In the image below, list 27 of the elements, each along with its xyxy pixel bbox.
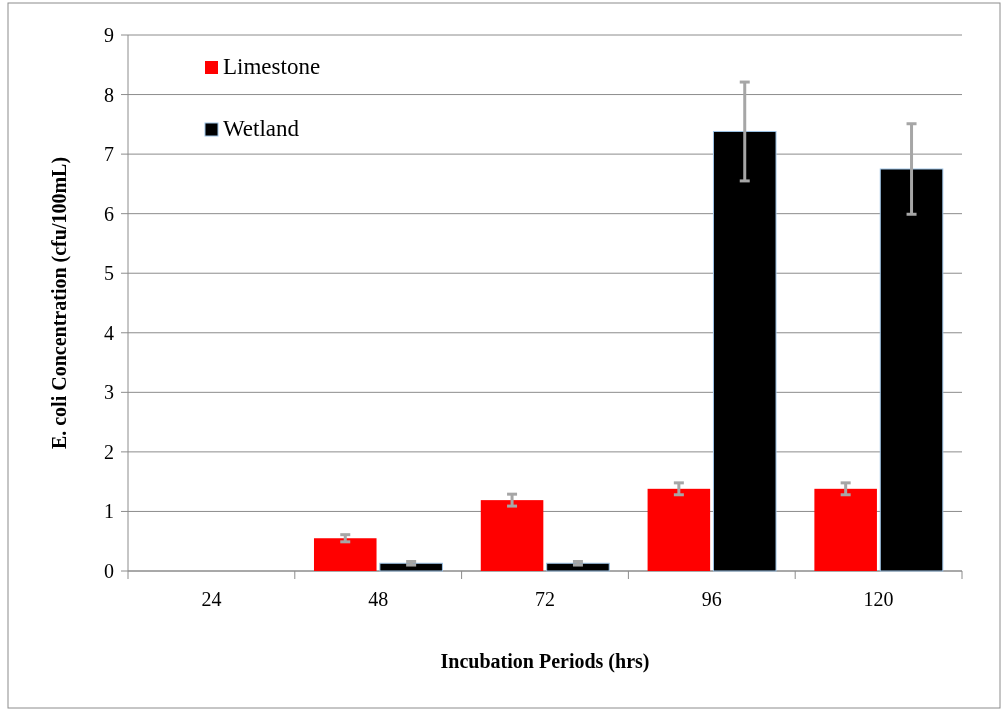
bar (546, 562, 610, 572)
bar (879, 168, 944, 572)
bar (313, 538, 377, 571)
y-tick-label: 2 (104, 440, 114, 463)
bar (814, 488, 877, 571)
y-axis-title: E. coli Concentration (cfu/100mL) (48, 156, 71, 450)
bar (647, 488, 711, 571)
y-tick-label: 7 (104, 143, 114, 166)
bar (712, 130, 777, 572)
bar (480, 500, 544, 571)
y-tick-label: 5 (104, 262, 114, 285)
x-tick-label: 24 (201, 588, 222, 610)
y-tick-label: 8 (104, 83, 114, 106)
legend-label: Limestone (223, 54, 321, 79)
y-tick-label: 4 (104, 321, 114, 344)
y-tick-label: 6 (104, 202, 114, 225)
x-tick-label: 96 (701, 588, 722, 610)
y-tick-label: 0 (104, 560, 114, 582)
x-tick-label: 48 (368, 588, 389, 610)
bar (379, 562, 443, 572)
x-tick-label: 120 (863, 588, 894, 610)
legend-label: Wetland (223, 116, 300, 141)
y-tick-label: 3 (104, 381, 114, 404)
x-axis-title: Incubation Periods (hrs) (440, 650, 650, 673)
y-tick-label: 1 (104, 500, 114, 523)
y-tick-label: 9 (104, 24, 114, 46)
x-tick-label: 72 (535, 588, 555, 610)
